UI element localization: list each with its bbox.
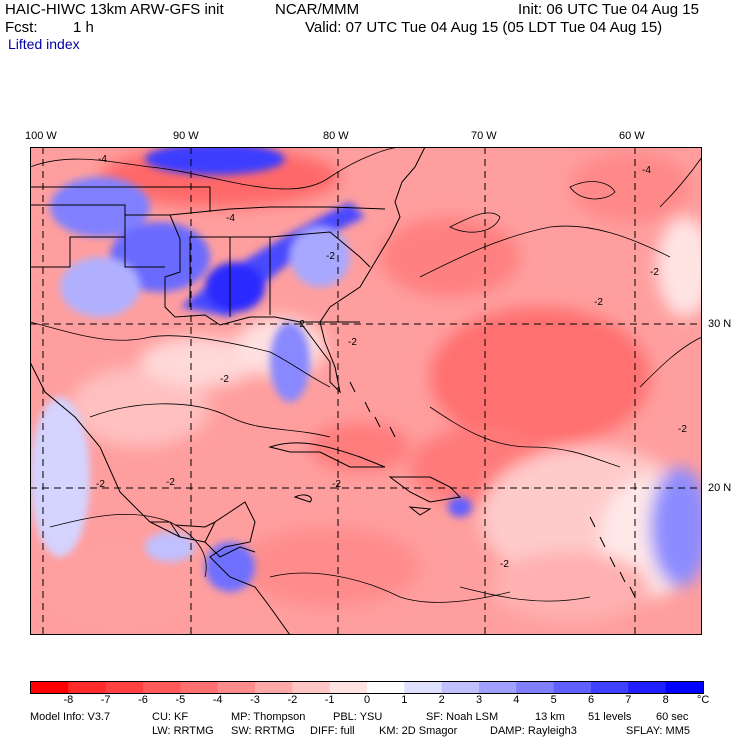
time-step: 60 sec xyxy=(656,711,688,723)
color-bar-tick-label: 2 xyxy=(439,694,445,706)
contour-label: -2 xyxy=(332,479,341,490)
contour-label: -2 xyxy=(678,424,687,435)
lat-label-20n: 20 N xyxy=(708,482,731,494)
color-bar-segment xyxy=(442,682,480,693)
contour-label: -2 xyxy=(220,374,229,385)
valid-time: Valid: 07 UTC Tue 04 Aug 15 (05 LDT Tue … xyxy=(305,19,662,36)
color-bar-segment xyxy=(255,682,293,693)
damping-option: DAMP: Rayleigh3 xyxy=(490,725,577,737)
lat-label-30n: 30 N xyxy=(708,318,731,330)
color-bar-segment xyxy=(628,682,666,693)
contour-label: -4 xyxy=(642,165,651,176)
color-bar-tick-label: 1 xyxy=(401,694,407,706)
color-bar-segment xyxy=(143,682,181,693)
color-bar-segment xyxy=(180,682,218,693)
color-bar xyxy=(30,681,704,694)
forecast-label: Fcst: xyxy=(5,19,38,36)
contour-label: -4 xyxy=(226,213,235,224)
km-option: KM: 2D Smagor xyxy=(379,725,457,737)
contour-label: -2 xyxy=(594,297,603,308)
color-bar-tick-label: 4 xyxy=(513,694,519,706)
colorbar-unit: °C xyxy=(697,694,709,706)
color-bar-tick-label: -8 xyxy=(63,694,73,706)
contour-label: -2 xyxy=(326,251,335,262)
color-bar-tick-label: -2 xyxy=(287,694,297,706)
color-bar-segment xyxy=(367,682,405,693)
color-bar-tick-label: -4 xyxy=(213,694,223,706)
lifted-index-map: -4 -4 -2 -2 -2 -2 -2 -2 -4 -2 -2 -2 -2 -… xyxy=(30,147,702,635)
color-bar-tick-label: -5 xyxy=(175,694,185,706)
color-bar-tick-label: 5 xyxy=(551,694,557,706)
color-bar-segment xyxy=(554,682,592,693)
microphysics-scheme: MP: Thompson xyxy=(231,711,305,723)
contour-label: -2 xyxy=(500,559,509,570)
field-name: Lifted index xyxy=(8,36,80,52)
lon-label-60w: 60 W xyxy=(619,130,645,142)
cumulus-scheme: CU: KF xyxy=(152,711,188,723)
model-title: HAIC-HIWC 13km ARW-GFS init xyxy=(5,1,224,18)
color-bar-tick-label: 8 xyxy=(663,694,669,706)
longwave-scheme: LW: RRTMG xyxy=(152,725,214,737)
pbl-scheme: PBL: YSU xyxy=(333,711,382,723)
color-bar-tick-label: -7 xyxy=(101,694,111,706)
color-bar-tick-label: 0 xyxy=(364,694,370,706)
color-bar-segment xyxy=(292,682,330,693)
color-bar-segment xyxy=(106,682,144,693)
shortwave-scheme: SW: RRTMG xyxy=(231,725,295,737)
vertical-levels: 51 levels xyxy=(588,711,631,723)
contour-label: -4 xyxy=(98,154,107,165)
forecast-hour: 1 h xyxy=(73,19,94,36)
color-bar-tick-label: 3 xyxy=(476,694,482,706)
diffusion-option: DIFF: full xyxy=(310,725,355,737)
contour-label: -2 xyxy=(296,319,305,330)
color-bar-segment xyxy=(666,682,704,693)
contour-label: -2 xyxy=(96,479,105,490)
surface-scheme: SF: Noah LSM xyxy=(426,711,498,723)
color-bar-tick-label: -1 xyxy=(325,694,335,706)
color-bar-tick-label: -3 xyxy=(250,694,260,706)
lon-label-80w: 80 W xyxy=(323,130,349,142)
color-bar-tick-label: 7 xyxy=(625,694,631,706)
contour-label: -2 xyxy=(166,477,175,488)
init-time: Init: 06 UTC Tue 04 Aug 15 xyxy=(518,1,699,18)
lon-label-70w: 70 W xyxy=(471,130,497,142)
color-bar-tick-label: -6 xyxy=(138,694,148,706)
grid-spacing: 13 km xyxy=(535,711,565,723)
color-bar-segment xyxy=(218,682,256,693)
color-bar-segment xyxy=(68,682,106,693)
organization-label: NCAR/MMM xyxy=(275,1,359,18)
color-bar-segment xyxy=(404,682,442,693)
color-bar-tick-label: 6 xyxy=(588,694,594,706)
lon-label-100w: 100 W xyxy=(25,130,57,142)
color-bar-segment xyxy=(330,682,368,693)
contour-label: -2 xyxy=(650,267,659,278)
model-info: Model Info: V3.7 xyxy=(30,711,110,723)
surface-layer-option: SFLAY: MM5 xyxy=(626,725,690,737)
color-bar-segment xyxy=(31,682,69,693)
color-bar-segment xyxy=(591,682,629,693)
color-bar-segment xyxy=(479,682,517,693)
contour-label: -2 xyxy=(348,337,357,348)
color-bar-segment xyxy=(516,682,554,693)
lon-label-90w: 90 W xyxy=(173,130,199,142)
